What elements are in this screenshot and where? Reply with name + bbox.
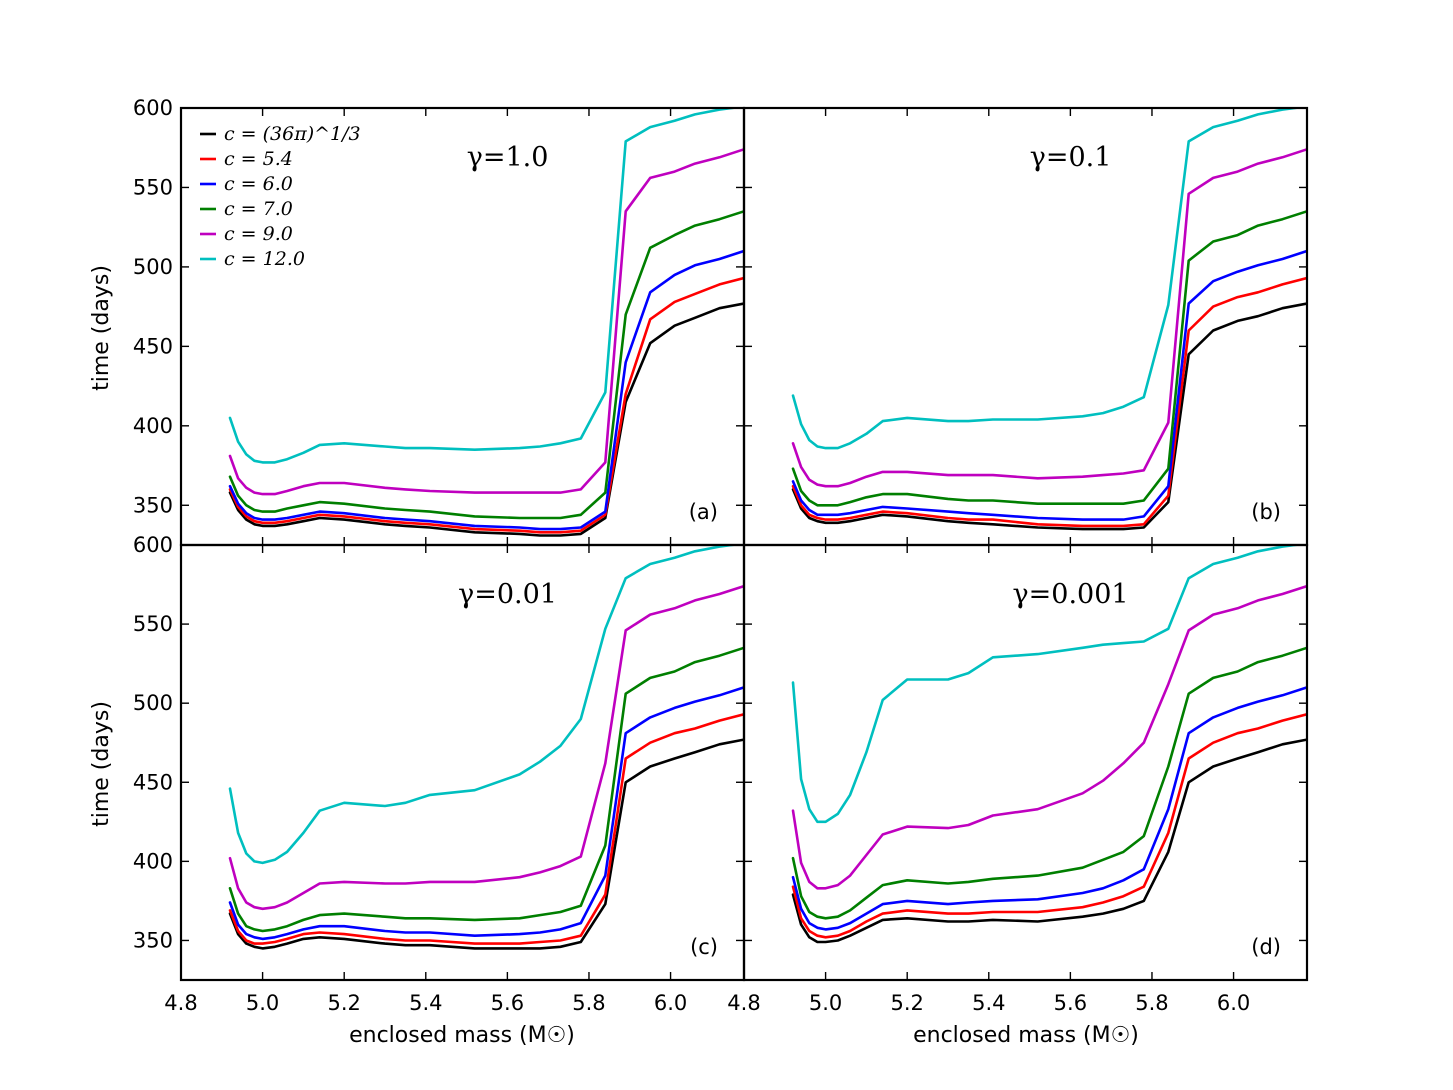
x-tick-label: 5.4 [972, 991, 1005, 1015]
series-group [791, 108, 1307, 531]
y-tick-label: 550 [133, 175, 173, 199]
series-line-0 [791, 738, 1307, 944]
series-group [228, 108, 744, 537]
series-line-2 [791, 686, 1307, 931]
legend: c = (36π)^1/3 c = 5.4 c = 6.0 c = 7.0 c = 9.… [200, 123, 361, 270]
legend-item: c = 5.4 [200, 148, 293, 170]
series-group [791, 545, 1307, 944]
panel-frame [742, 543, 1309, 982]
legend-label: c = 5.4 [224, 148, 293, 170]
series-line-5 [228, 545, 742, 865]
x-tick-label: 4.8 [727, 991, 760, 1015]
legend-label: c = 12.0 [224, 248, 305, 270]
series-line-1 [791, 276, 1307, 528]
legend-label: c = (36π)^1/3 [224, 123, 361, 145]
panel-grid: 350 400 450 500 550 600 γ=1.0 (a) γ=0.1 (b) 350 400… [133, 96, 1309, 1015]
series-line-3 [228, 646, 744, 933]
x-tick-label: 6.0 [654, 991, 687, 1015]
series-group [228, 545, 744, 950]
y-tick-label: 600 [133, 533, 173, 557]
y-tick-label: 550 [133, 612, 173, 636]
x-tick-label: 5.8 [1135, 991, 1168, 1015]
y-axis-label-bottom: time (days) [89, 701, 114, 827]
legend-item: c = 9.0 [200, 223, 293, 245]
y-axis-label-top: time (days) [89, 265, 114, 391]
series-line-5 [791, 545, 1305, 824]
y-tick-label: 500 [133, 691, 173, 715]
series-line-3 [791, 646, 1307, 920]
series-line-0 [228, 738, 744, 950]
x-tick-label: 5.2 [327, 991, 360, 1015]
series-line-2 [791, 249, 1307, 521]
series-line-0 [791, 302, 1307, 531]
x-tick-label: 5.0 [246, 991, 279, 1015]
legend-item: c = 7.0 [200, 198, 293, 220]
y-tick-label: 450 [133, 334, 173, 358]
x-tick-label: 6.0 [1217, 991, 1250, 1015]
panel-tag: (d) [1251, 935, 1281, 959]
series-line-3 [791, 210, 1307, 507]
panel-tag: (c) [690, 935, 718, 959]
panel-tag: (a) [689, 500, 718, 524]
gamma-label: γ=0.001 [1013, 579, 1129, 610]
series-line-2 [228, 249, 744, 531]
series-line-4 [791, 584, 1307, 890]
panel-tag: (b) [1251, 500, 1281, 524]
series-line-5 [228, 108, 742, 464]
x-tick-label: 5.6 [1054, 991, 1087, 1015]
panel-b: γ=0.1 (b) [742, 106, 1309, 547]
series-line-4 [228, 584, 744, 911]
panel-c: 350 400 450 500 550 600 4.8 5.0 5.2 5.4 5.6 5.8 6.0 γ… [133, 533, 746, 1015]
x-tick-label: 5.8 [572, 991, 605, 1015]
series-line-4 [791, 148, 1307, 488]
x-tick-label: 5.4 [409, 991, 442, 1015]
legend-item: c = (36π)^1/3 [200, 123, 361, 145]
x-tick-label: 4.8 [164, 991, 197, 1015]
y-tick-label: 600 [133, 96, 173, 120]
legend-item: c = 12.0 [200, 248, 305, 270]
series-line-5 [791, 108, 1305, 450]
series-line-0 [228, 302, 744, 537]
legend-label: c = 9.0 [224, 223, 293, 245]
legend-item: c = 6.0 [200, 173, 293, 195]
series-line-2 [228, 686, 744, 941]
y-tick-label: 500 [133, 255, 173, 279]
y-tick-label: 350 [133, 493, 173, 517]
x-tick-label: 5.2 [890, 991, 923, 1015]
y-tick-label: 350 [133, 928, 173, 952]
legend-label: c = 6.0 [224, 173, 293, 195]
gamma-label: γ=0.01 [458, 579, 557, 610]
x-tick-label: 5.0 [809, 991, 842, 1015]
series-line-1 [791, 712, 1307, 939]
x-axis-label-right: enclosed mass (M☉) [913, 1023, 1139, 1048]
legend-label: c = 7.0 [224, 198, 293, 220]
panel-d: 4.8 5.0 5.2 5.4 5.6 5.8 6.0 γ=0.001 (d) [727, 543, 1309, 1015]
x-axis-label-left: enclosed mass (M☉) [349, 1023, 575, 1048]
y-tick-label: 400 [133, 414, 173, 438]
series-line-4 [228, 148, 744, 496]
gamma-label: γ=0.1 [1030, 142, 1112, 173]
series-line-1 [228, 276, 744, 534]
y-tick-label: 400 [133, 849, 173, 873]
gamma-label: γ=1.0 [467, 142, 549, 173]
series-line-3 [228, 210, 744, 520]
x-tick-label: 5.6 [491, 991, 524, 1015]
series-line-1 [228, 712, 744, 945]
y-tick-label: 450 [133, 770, 173, 794]
